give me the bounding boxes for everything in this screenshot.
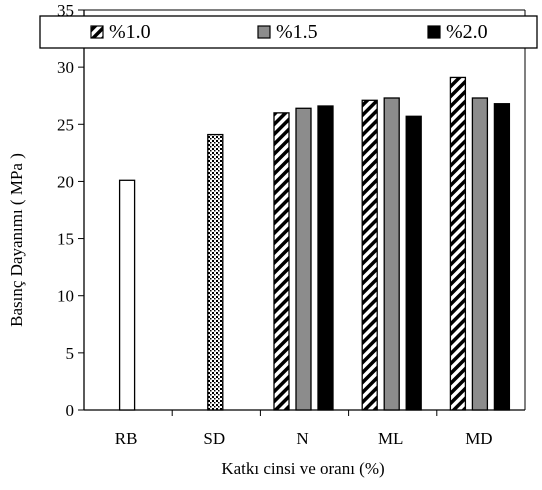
bar-rb bbox=[118, 179, 136, 411]
legend-label: %2.0 bbox=[446, 21, 488, 43]
legend-box bbox=[39, 15, 538, 49]
bar-md-series-1 bbox=[449, 76, 467, 411]
y-tick-label: 10 bbox=[57, 287, 74, 306]
bar-ml-series-2 bbox=[383, 97, 400, 411]
y-tick-label: 20 bbox=[57, 172, 74, 191]
bar-sd bbox=[207, 133, 224, 411]
x-axis-title: Katkı cinsi ve oranı (%) bbox=[221, 459, 384, 478]
y-tick-label: 15 bbox=[57, 230, 74, 249]
y-tick-label: 35 bbox=[57, 1, 74, 20]
x-tick-label: RB bbox=[115, 429, 138, 448]
bar-md-series-3 bbox=[493, 103, 511, 411]
y-axis: 0 5 10 15 20 25 30 35 bbox=[57, 1, 84, 420]
y-tick-label: 5 bbox=[66, 344, 75, 363]
legend-swatch bbox=[90, 25, 104, 39]
y-tick-label: 30 bbox=[57, 58, 74, 77]
bar-n-series-3 bbox=[317, 105, 334, 411]
legend-label: %1.5 bbox=[276, 21, 318, 43]
x-tick-label: ML bbox=[378, 429, 404, 448]
legend: %1.0 %1.5 %2.0 bbox=[39, 15, 538, 49]
bar-ml-series-3 bbox=[405, 115, 422, 411]
legend-swatch bbox=[427, 25, 441, 39]
bars-group bbox=[118, 76, 511, 411]
x-tick-label: N bbox=[296, 429, 308, 448]
y-tick-label: 0 bbox=[66, 401, 75, 420]
y-tick-label: 25 bbox=[57, 115, 74, 134]
bar-n-series-2 bbox=[295, 107, 312, 411]
x-axis: RB SD N ML MD bbox=[115, 410, 493, 448]
bar-md-series-2 bbox=[471, 97, 489, 411]
legend-swatch bbox=[257, 25, 271, 39]
bar-ml-series-1 bbox=[361, 99, 378, 411]
x-tick-label: SD bbox=[203, 429, 225, 448]
bar-n-series-1 bbox=[273, 112, 290, 411]
y-axis-title: Basınç Dayanımı ( MPa ) bbox=[7, 153, 26, 327]
x-tick-label: MD bbox=[465, 429, 492, 448]
legend-label: %1.0 bbox=[109, 21, 151, 43]
